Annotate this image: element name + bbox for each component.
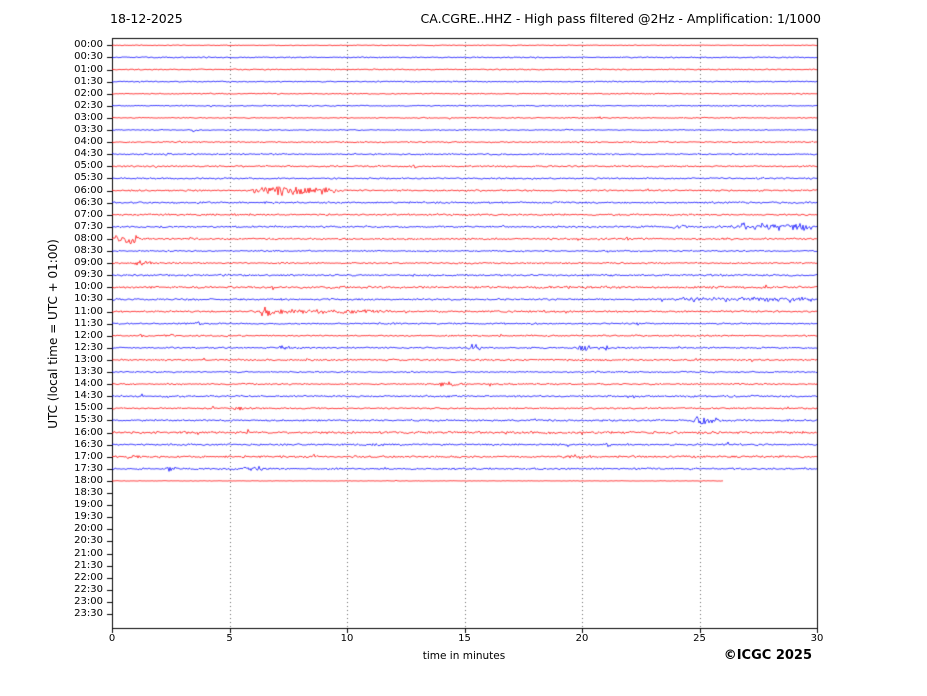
date-title: 18-12-2025 [110, 11, 183, 26]
station-title: CA.CGRE..HHZ - High pass filtered @2Hz -… [420, 11, 821, 26]
y-tick-label: 10:30 [74, 293, 103, 305]
y-tick-label: 01:00 [74, 63, 103, 75]
y-tick-label: 19:00 [74, 499, 103, 511]
y-tick-label: 19:30 [74, 511, 103, 523]
y-tick-label: 12:00 [74, 329, 103, 341]
y-tick-label: 17:00 [74, 450, 103, 462]
y-tick-label: 04:00 [74, 136, 103, 148]
y-tick-label: 01:30 [74, 75, 103, 87]
y-tick-label: 16:30 [74, 438, 103, 450]
y-tick-label: 08:00 [74, 232, 103, 244]
y-tick-label: 06:00 [74, 184, 103, 196]
y-tick-label: 12:30 [74, 341, 103, 353]
y-tick-label: 09:00 [74, 257, 103, 269]
y-tick-label: 05:00 [74, 160, 103, 172]
y-tick-label: 07:00 [74, 208, 103, 220]
y-tick-label: 11:30 [74, 317, 103, 329]
x-tick-label: 25 [693, 633, 706, 644]
y-tick-label: 13:00 [74, 353, 103, 365]
y-tick-label: 11:00 [74, 305, 103, 317]
y-tick-label: 15:30 [74, 414, 103, 426]
y-tick-label: 18:00 [74, 474, 103, 486]
y-tick-label: 02:30 [74, 99, 103, 111]
y-tick-label: 23:30 [74, 608, 103, 619]
y-tick-label: 02:00 [74, 87, 103, 99]
x-tick-label: 15 [458, 633, 471, 644]
y-tick-label: 10:00 [74, 281, 103, 293]
y-tick-label: 22:30 [74, 583, 103, 595]
x-tick-label: 10 [340, 633, 354, 644]
x-tick-label: 20 [575, 633, 589, 644]
x-tick-label: 0 [108, 633, 116, 644]
y-tick-label: 23:00 [74, 595, 103, 607]
y-tick-label: 14:00 [74, 378, 103, 390]
y-tick-label: 17:30 [74, 462, 103, 474]
y-tick-label: 03:30 [74, 124, 103, 135]
y-tick-label: 06:30 [74, 196, 103, 208]
y-tick-label: 20:00 [74, 523, 103, 535]
y-tick-label: 05:30 [74, 172, 103, 184]
y-tick-label: 21:00 [74, 547, 103, 559]
y-tick-label: 20:30 [74, 535, 103, 547]
y-tick-label: 00:30 [74, 51, 103, 63]
x-axis-label: time in minutes [422, 650, 506, 662]
x-tick-label: 5 [226, 633, 233, 644]
y-tick-label: 13:30 [74, 366, 103, 377]
y-tick-label: 15:00 [74, 402, 103, 414]
x-tick-label: 30 [810, 633, 824, 644]
y-tick-label: 14:30 [74, 390, 103, 402]
y-tick-label: 18:30 [74, 487, 103, 498]
y-tick-label: 04:30 [74, 148, 103, 160]
y-tick-label: 08:30 [74, 245, 103, 256]
copyright-notice: ©ICGC 2025 [723, 648, 812, 663]
y-tick-label: 21:30 [74, 559, 103, 571]
y-tick-label: 09:30 [74, 269, 103, 281]
y-tick-label: 03:00 [74, 111, 103, 123]
y-tick-label: 00:00 [74, 39, 103, 51]
y-tick-label: 07:30 [74, 220, 103, 232]
y-tick-label: 22:00 [74, 571, 103, 583]
y-tick-label: 16:00 [74, 426, 103, 438]
